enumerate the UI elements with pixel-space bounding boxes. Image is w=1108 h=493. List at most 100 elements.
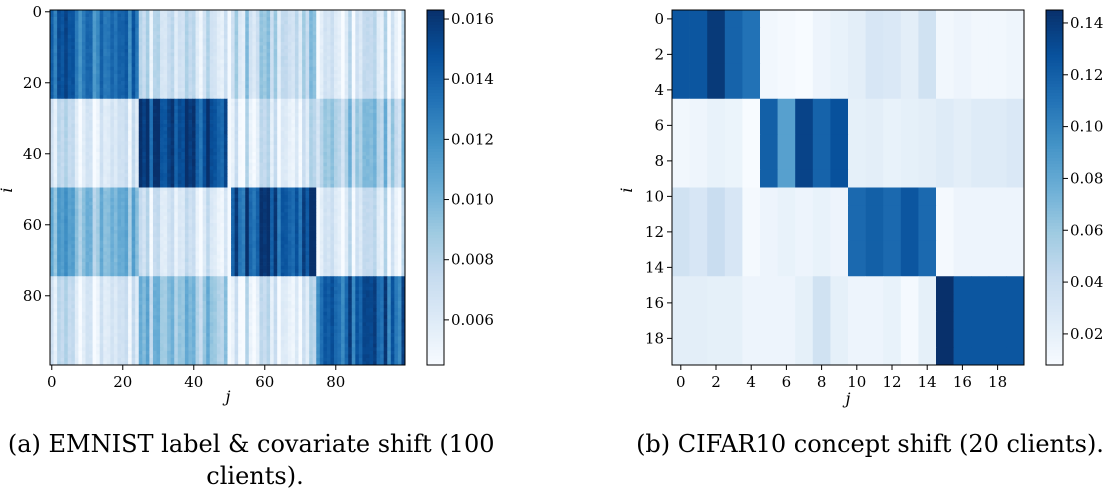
heatmap-cell [390,20,395,25]
heatmap-cell [316,109,321,114]
heatmap-cell [181,31,186,36]
heatmap-cell [85,63,90,68]
heatmap-cell [319,10,324,14]
heatmap-cell [358,77,363,82]
heatmap-cell [348,73,353,78]
heatmap-cell [380,127,385,132]
heatmap-cell [220,38,225,43]
heatmap-cell [64,173,69,178]
heatmap-cell [160,134,164,139]
heatmap-cell [234,38,239,43]
heatmap-cell [401,109,406,114]
heatmap-cell [273,141,278,146]
heatmap-cell [287,162,292,167]
heatmap-cell [394,176,399,181]
heatmap-cell [284,159,289,163]
heatmap-cell [92,166,97,171]
heatmap-cell [270,81,274,85]
heatmap-cell [89,148,93,153]
heatmap-cell [50,84,54,89]
heatmap-cell [390,24,395,29]
heatmap-cell [78,141,83,146]
heatmap-cell [231,180,235,185]
heatmap-cell [138,59,143,64]
heatmap-cell [67,13,72,18]
heatmap-cell [245,144,250,149]
heatmap-cell [213,38,218,43]
heatmap-cell [163,52,168,57]
heatmap-cell [319,31,324,36]
heatmap-cell [85,116,90,121]
heatmap-cell [145,105,150,110]
heatmap-cell [128,130,132,135]
heatmap-cell [135,162,140,167]
heatmap-cell [291,180,296,185]
heatmap-cell [85,59,90,64]
heatmap-cell [255,63,260,68]
heatmap-cell [60,13,65,18]
heatmap-cell [376,116,381,121]
heatmap-cell [216,41,221,46]
heatmap-cell [245,127,250,132]
heatmap-cell [277,169,282,174]
heatmap-cell [202,95,207,100]
heatmap-cell [202,24,207,29]
heatmap-cell [255,59,260,64]
heatmap-cell [252,59,257,64]
heatmap-cell [103,34,108,39]
heatmap-cell [202,91,207,96]
heatmap-cell [117,155,122,160]
heatmap-cell [298,10,303,14]
heatmap-cell [167,109,172,114]
heatmap-cell [106,166,111,171]
heatmap-cell [351,141,356,146]
heatmap-cell [273,38,278,43]
heatmap-cell [330,116,335,121]
heatmap-cell [149,148,154,153]
heatmap-cell [227,169,232,174]
heatmap-cell [401,123,406,128]
heatmap-cell [106,45,111,50]
heatmap-cell [220,59,225,64]
heatmap-cell [206,77,211,82]
heatmap-cell [99,20,104,25]
heatmap-cell [337,109,342,114]
heatmap-cell [227,183,232,188]
heatmap-cell [234,70,239,75]
heatmap-cell [67,27,72,32]
heatmap-cell [156,183,161,188]
heatmap-cell [259,180,264,185]
heatmap-cell [64,81,69,85]
heatmap-cell [369,169,374,174]
heatmap-cell [287,102,292,107]
heatmap-cell [71,10,76,14]
heatmap-cell [181,70,186,75]
heatmap-cell [302,166,306,171]
heatmap-cell [266,70,271,75]
heatmap-cell [60,173,65,178]
heatmap-cell [216,77,221,82]
heatmap-cell [106,41,111,46]
heatmap-cell [160,77,164,82]
heatmap-cell [277,180,282,185]
heatmap-cell [305,166,310,171]
heatmap-cell [241,120,246,124]
heatmap-cell [216,141,221,146]
heatmap-cell [248,38,253,43]
heatmap-cell [284,112,289,117]
heatmap-cell [135,73,140,78]
heatmap-cell [376,66,381,71]
heatmap-cell [344,98,349,103]
heatmap-cell [74,17,79,21]
heatmap-cell [362,102,367,107]
heatmap-cell [192,73,196,78]
heatmap-cell [131,123,136,128]
heatmap-cell [309,105,314,110]
heatmap-cell [358,137,363,142]
heatmap-cell [50,73,54,78]
heatmap-cell [110,144,115,149]
heatmap-cell [142,176,147,181]
heatmap-cell [383,176,388,181]
heatmap-cell [99,45,104,50]
heatmap-cell [170,24,175,29]
